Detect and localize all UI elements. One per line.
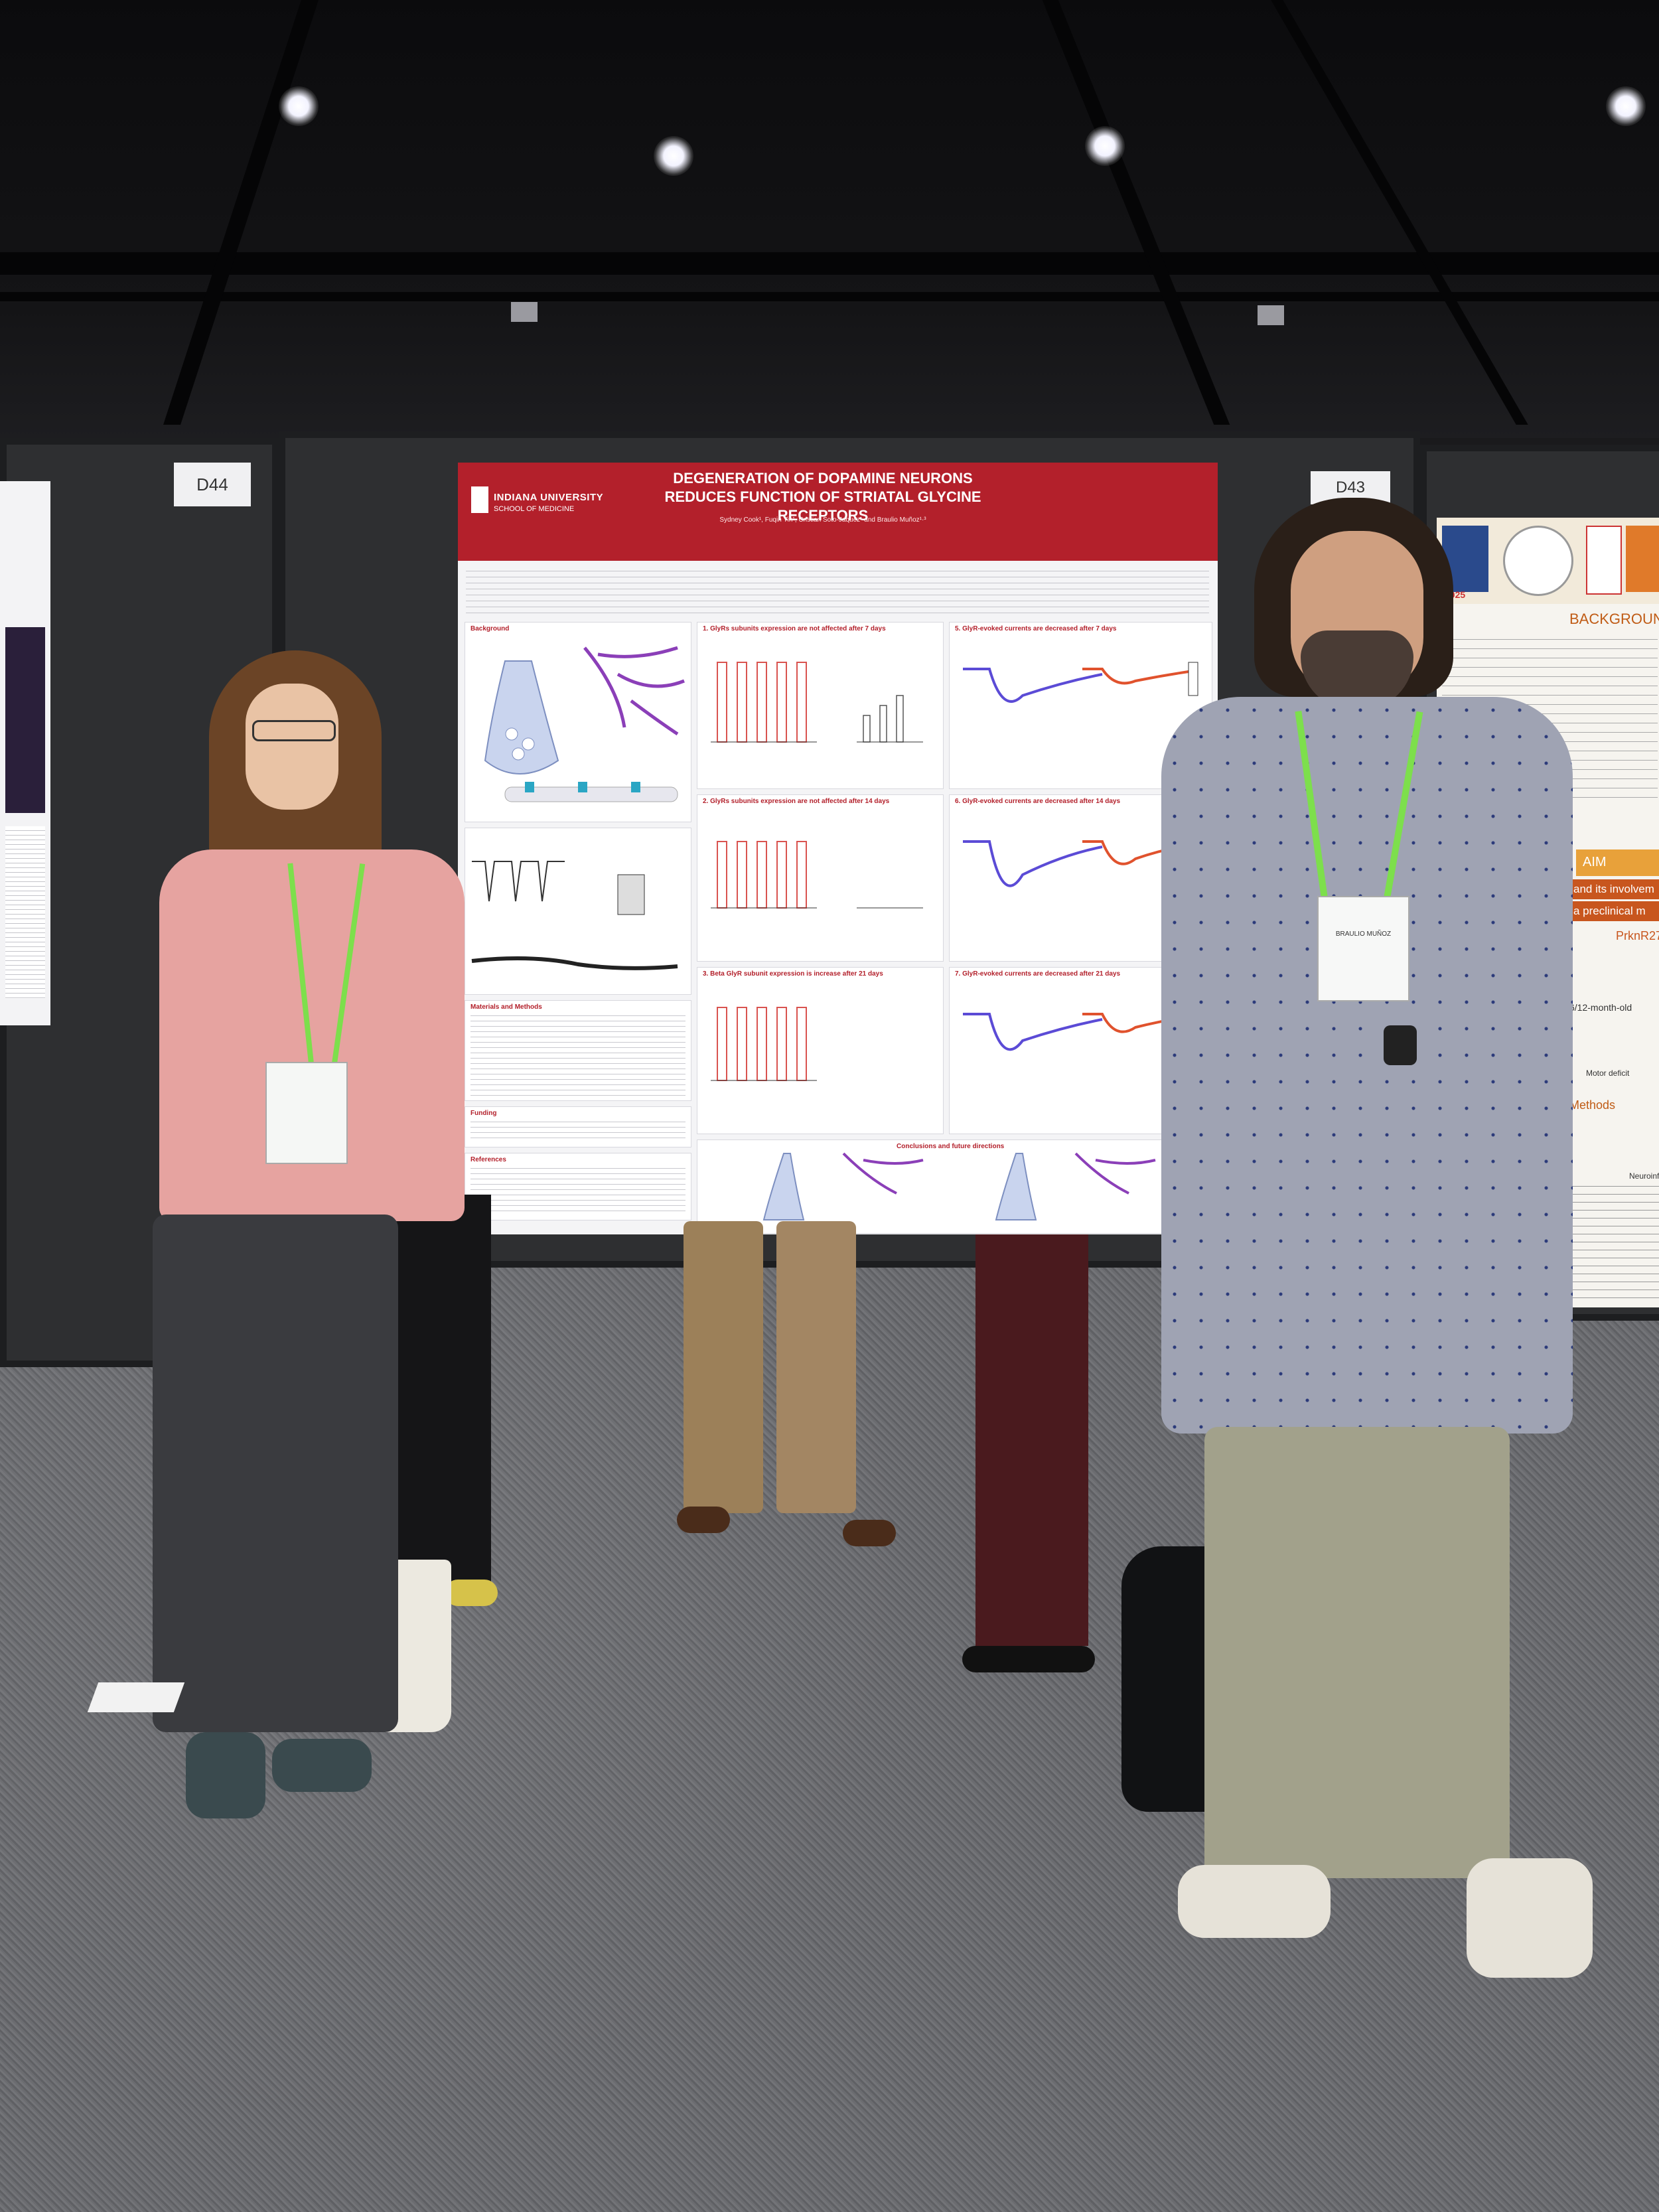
- right-poster-heading: BACKGROUND: [1569, 611, 1659, 627]
- trace-figure: [471, 861, 678, 970]
- current-trace: [963, 662, 1198, 703]
- background-person-legs: [677, 1221, 896, 1573]
- university-logo: [471, 486, 488, 513]
- wristwatch: [1384, 1025, 1417, 1065]
- poster-section: 2. GlyRs subunits expression are not aff…: [697, 794, 944, 962]
- name-badge: BRAULIO MUÑOZ: [1317, 896, 1409, 1001]
- face: [246, 684, 338, 810]
- poster-section: 5. GlyR-evoked currents are decreased af…: [949, 622, 1212, 789]
- man-presenter: BRAULIO MUÑOZ: [1148, 498, 1613, 1978]
- pink-shirt: [159, 849, 465, 1221]
- institution-name: INDIANA UNIVERSITY: [494, 492, 604, 503]
- right-poster-heading: Methods: [1569, 1098, 1616, 1112]
- poster-header: INDIANA UNIVERSITY SCHOOL OF MEDICINE DE…: [458, 463, 1218, 561]
- poster-section: Conclusions and future directions: [697, 1140, 1212, 1234]
- abstract-block: [466, 567, 1209, 614]
- right-poster-logo: [1586, 526, 1622, 595]
- booth-sign-left: D44: [174, 463, 251, 506]
- right-poster-snippet: 6/12-month-old: [1569, 1002, 1632, 1013]
- right-poster-aim-bar: [1576, 849, 1659, 876]
- glasses: [252, 720, 336, 741]
- badge-name: BRAULIO MUÑOZ: [1335, 930, 1392, 938]
- right-poster-snippet: Neuroinf: [1629, 1171, 1659, 1181]
- right-poster-snippet: Motor deficit: [1586, 1069, 1630, 1078]
- patterned-shirt: [1161, 697, 1573, 1434]
- right-poster-snippet: a preclinical m: [1569, 901, 1659, 921]
- synapse-diagram: [484, 646, 685, 802]
- poster-left-partial: [0, 481, 50, 1025]
- poster-authors: Sydney Cook¹, Fuqin Yin¹, Cristian Soto-…: [719, 516, 926, 524]
- bar-figure: [711, 841, 923, 909]
- name-badge: [265, 1062, 348, 1164]
- ceiling: [0, 0, 1659, 438]
- poster-section: Funding: [465, 1106, 691, 1147]
- ceiling-light: [654, 136, 693, 176]
- school-name: SCHOOL OF MEDICINE: [494, 505, 575, 513]
- right-poster-snippet: PrknR275: [1616, 929, 1659, 942]
- background-person-legs: [962, 1234, 1108, 1672]
- right-poster-logo: [1503, 526, 1573, 596]
- sneaker: [272, 1739, 372, 1792]
- floor-marker: [87, 1682, 185, 1712]
- poster-section: 1. GlyRs subunits expression are not aff…: [697, 622, 944, 789]
- ceiling-light: [1606, 86, 1646, 126]
- right-poster-heading: AIM: [1583, 855, 1607, 869]
- right-poster-snippet: and its involvem: [1569, 879, 1659, 899]
- sneaker: [1467, 1858, 1593, 1978]
- ceiling-light: [279, 86, 319, 126]
- sneaker: [186, 1732, 265, 1818]
- bar-figure: [711, 662, 923, 743]
- ceiling-light: [1085, 126, 1125, 166]
- poster-title: DEGENERATION OF DOPAMINE NEURONS REDUCES…: [664, 470, 981, 524]
- woman-presenter: [146, 650, 491, 1845]
- bar-figure: [711, 1007, 817, 1081]
- dark-pants: [153, 1215, 398, 1732]
- khaki-pants: [1204, 1427, 1510, 1878]
- poster-section: Background: [465, 622, 691, 822]
- conclusion-diagram: [762, 1152, 1156, 1220]
- poster-section: Materials and Methods: [465, 1000, 691, 1101]
- poster-section: 3. Beta GlyR subunit expression is incre…: [697, 967, 944, 1134]
- main-poster: INDIANA UNIVERSITY SCHOOL OF MEDICINE DE…: [458, 463, 1218, 1234]
- sneaker: [1178, 1865, 1331, 1938]
- poster-section: References: [465, 1153, 691, 1220]
- poster-section: [465, 828, 691, 995]
